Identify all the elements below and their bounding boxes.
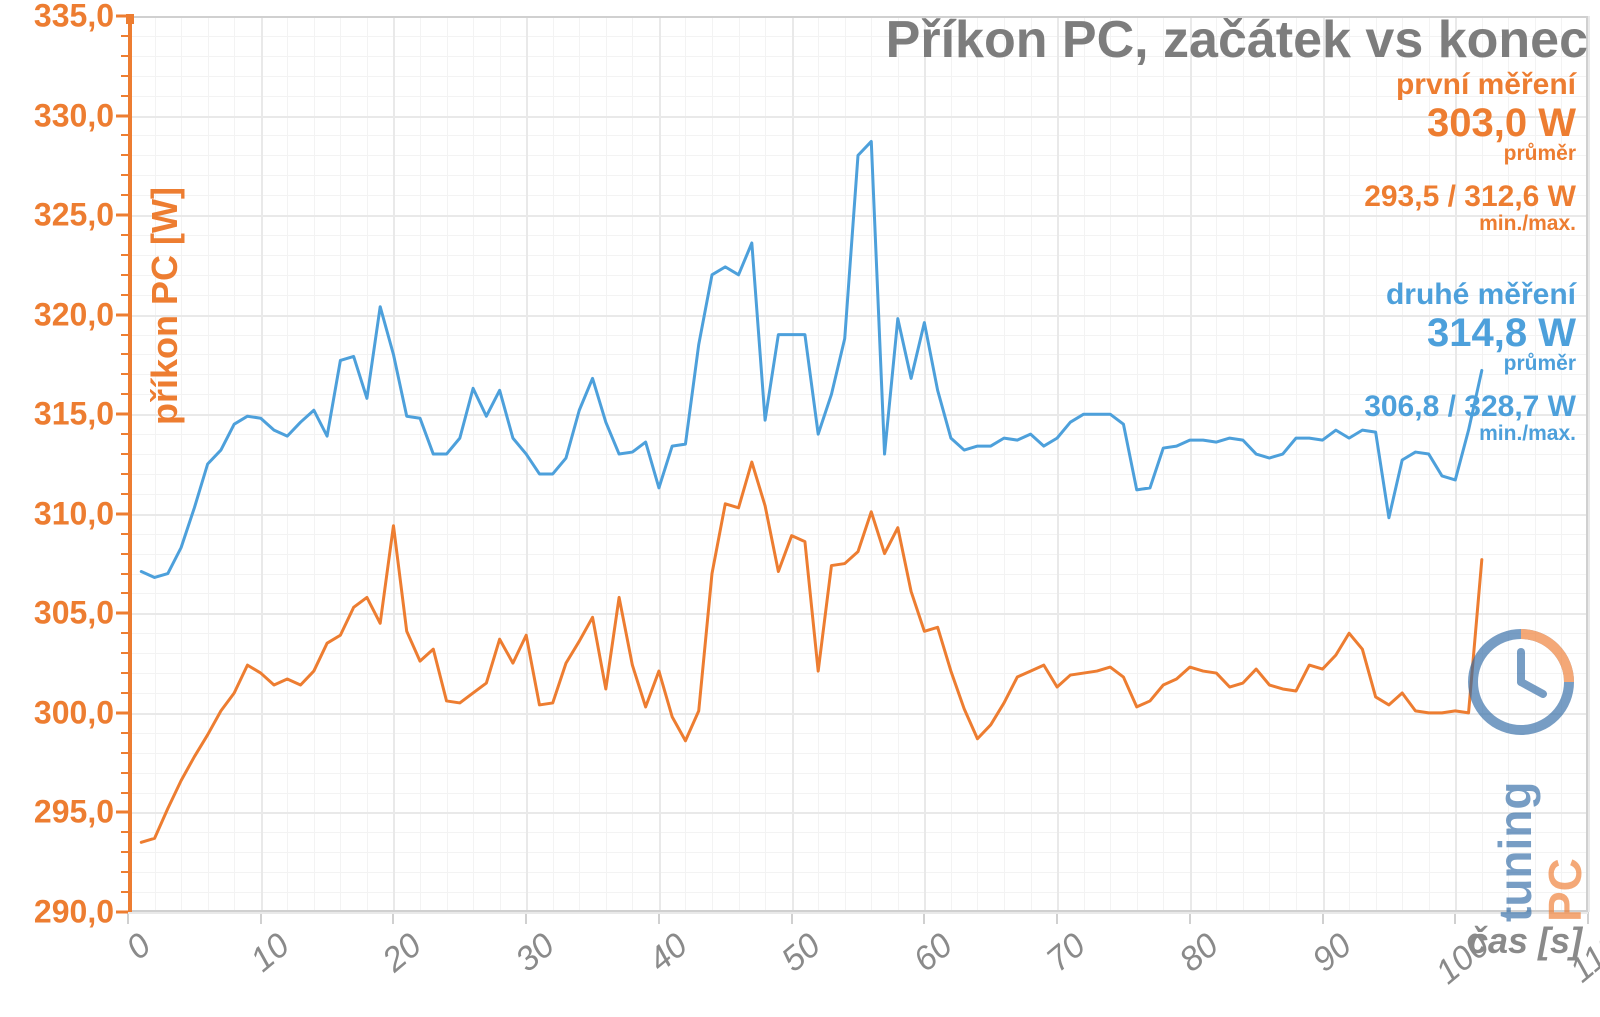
y-minor-tick: [121, 692, 128, 694]
series-line-second: [141, 141, 1482, 577]
y-tick-mark: [116, 711, 128, 714]
series2-average: 314,8 W: [1364, 312, 1576, 354]
y-minor-tick: [121, 533, 128, 535]
y-minor-tick: [121, 752, 128, 754]
series1-stats: první měření 303,0 W průměr 293,5 / 312,…: [1364, 68, 1576, 236]
y-tick-label: 320,0: [34, 296, 114, 333]
y-tick-mark: [116, 911, 128, 914]
y-minor-tick: [121, 274, 128, 276]
y-minor-tick: [121, 134, 128, 136]
y-tick-mark: [116, 811, 128, 814]
series1-label: první měření: [1364, 68, 1576, 102]
y-tick-label: 310,0: [34, 495, 114, 532]
y-minor-tick: [121, 334, 128, 336]
y-tick-label: 315,0: [34, 396, 114, 433]
y-minor-tick: [121, 732, 128, 734]
y-minor-tick: [121, 553, 128, 555]
y-minor-tick: [121, 453, 128, 455]
y-minor-tick: [121, 55, 128, 57]
power-chart: 0102030405060708090100110290,0295,0300,0…: [0, 0, 1600, 1017]
y-tick-mark: [116, 214, 128, 217]
series2-stats: druhé měření 314,8 W průměr 306,8 / 328,…: [1364, 278, 1576, 446]
series2-minmax: 306,8 / 328,7 W: [1364, 390, 1576, 424]
y-minor-tick: [121, 473, 128, 475]
y-tick-label: 300,0: [34, 694, 114, 731]
x-tick-label: 30: [509, 926, 563, 980]
y-minor-tick: [121, 194, 128, 196]
x-tick-label: 20: [376, 926, 430, 980]
y-tick-mark: [116, 413, 128, 416]
x-tick-label: 70: [1039, 926, 1093, 980]
logo-text-top: tuning: [1489, 782, 1541, 923]
y-minor-tick: [121, 154, 128, 156]
y-tick-label: 325,0: [34, 197, 114, 234]
y-tick-label: 330,0: [34, 97, 114, 134]
y-minor-tick: [121, 891, 128, 893]
y-minor-tick: [121, 373, 128, 375]
x-tick-label: 10: [243, 926, 297, 980]
y-minor-tick: [121, 393, 128, 395]
y-tick-mark: [116, 512, 128, 515]
y-minor-tick: [121, 95, 128, 97]
y-minor-tick: [121, 652, 128, 654]
pctuning-logo: tuning PC: [1466, 622, 1596, 947]
logo-clock-icon: [1473, 634, 1569, 730]
y-minor-tick: [121, 573, 128, 575]
y-minor-tick: [121, 632, 128, 634]
y-axis-title: příkon PC [W]: [144, 187, 186, 425]
series1-minmax: 293,5 / 312,6 W: [1364, 180, 1576, 214]
y-minor-tick: [121, 294, 128, 296]
grid-major-h: [128, 912, 1588, 914]
x-tick-label: 90: [1305, 926, 1359, 980]
y-minor-tick: [121, 871, 128, 873]
series1-average: 303,0 W: [1364, 102, 1576, 144]
y-minor-tick: [121, 831, 128, 833]
y-tick-mark: [116, 612, 128, 615]
y-minor-tick: [121, 234, 128, 236]
y-tick-label: 290,0: [34, 894, 114, 931]
y-minor-tick: [121, 353, 128, 355]
y-minor-tick: [121, 433, 128, 435]
x-tick-label: 80: [1172, 926, 1226, 980]
y-minor-tick: [121, 493, 128, 495]
y-tick-label: 335,0: [34, 0, 114, 35]
y-minor-tick: [121, 174, 128, 176]
y-tick-label: 305,0: [34, 595, 114, 632]
series2-average-caption: průměr: [1364, 352, 1576, 376]
series1-minmax-caption: min./max.: [1364, 212, 1576, 236]
y-tick-mark: [116, 114, 128, 117]
x-tick-label: 0: [119, 926, 159, 968]
x-tick-label: 40: [641, 926, 695, 980]
y-minor-tick: [121, 254, 128, 256]
y-minor-tick: [121, 75, 128, 77]
y-minor-tick: [121, 35, 128, 37]
y-minor-tick: [121, 672, 128, 674]
x-tick-label: 50: [774, 926, 828, 980]
series2-minmax-caption: min./max.: [1364, 422, 1576, 446]
series-line-first: [141, 462, 1482, 842]
series2-label: druhé měření: [1364, 278, 1576, 312]
x-tick-label: 60: [907, 926, 961, 980]
y-minor-tick: [121, 851, 128, 853]
y-tick-mark: [116, 313, 128, 316]
y-minor-tick: [121, 792, 128, 794]
chart-title: Příkon PC, začátek vs konec: [886, 10, 1588, 70]
y-minor-tick: [121, 592, 128, 594]
y-tick-label: 295,0: [34, 794, 114, 831]
series1-average-caption: průměr: [1364, 142, 1576, 166]
logo-text-bottom: PC: [1539, 858, 1591, 922]
y-minor-tick: [121, 772, 128, 774]
